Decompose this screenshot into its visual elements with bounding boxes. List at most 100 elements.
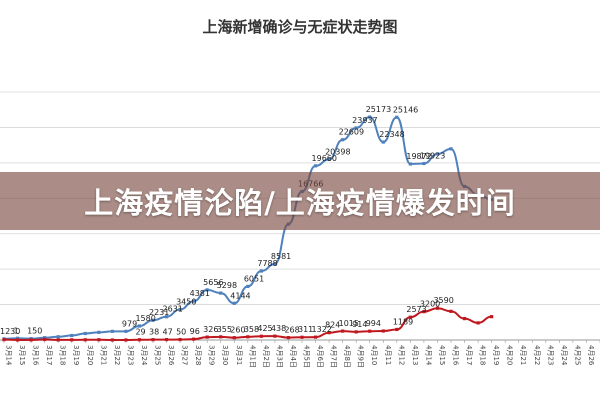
x-tick-label: 4月17 [465, 345, 473, 365]
data-label: 22609 [339, 128, 364, 137]
x-tick-label: 4月19 [492, 345, 500, 365]
x-tick-label: 4月7日 [330, 345, 338, 368]
data-label: 979 [122, 319, 137, 328]
x-tick-label: 3月30 [221, 345, 229, 365]
data-point [273, 262, 277, 266]
data-point [151, 338, 155, 342]
data-point [435, 152, 440, 156]
data-point [83, 338, 87, 342]
data-point [259, 334, 263, 338]
data-label: 1189 [393, 317, 413, 326]
data-point [259, 269, 263, 273]
x-tick-label: 3月21 [99, 345, 107, 365]
data-point [29, 338, 33, 342]
x-tick-label: 3月17 [45, 345, 53, 365]
title-banner: 上海疫情沦陷/上海疫情爆发时间 [0, 172, 600, 230]
x-tick-label: 4月18 [479, 345, 487, 365]
x-tick-label: 4月20 [506, 345, 514, 365]
data-point [137, 324, 142, 328]
x-tick-label: 3月16 [32, 345, 40, 366]
series-group [2, 115, 494, 342]
data-label: 96 [190, 327, 200, 336]
data-label: 1580 [135, 314, 155, 323]
data-point [164, 315, 169, 319]
x-axis-ticks: 3月14 3月15 3月16 3月17 3月18 3月19 3月20 3月21 3月22 3月23… [3, 340, 600, 368]
x-tick-label: 4月1日 [248, 345, 256, 368]
data-point [192, 299, 196, 303]
data-point [341, 138, 345, 142]
data-label: 311 [298, 325, 313, 334]
data-label: 47 [163, 328, 173, 337]
data-point [273, 334, 277, 338]
data-point [368, 329, 372, 333]
data-point [124, 338, 128, 342]
data-label: 914 [352, 320, 367, 329]
x-tick-label: 4月23 [546, 345, 554, 365]
data-point [110, 338, 114, 342]
x-tick-label: 3月22 [113, 345, 121, 365]
data-point [219, 291, 223, 295]
data-point [43, 336, 47, 340]
data-point [97, 338, 101, 342]
data-point [327, 157, 331, 161]
data-point [232, 336, 236, 340]
data-point [232, 301, 236, 305]
data-label: 5656 [203, 278, 223, 287]
data-label: 358 [244, 325, 259, 334]
data-point [435, 306, 440, 310]
data-label: 38 [149, 328, 159, 337]
data-point [408, 162, 412, 166]
data-point [246, 335, 250, 339]
banner-text: 上海疫情沦陷/上海疫情爆发时间 [84, 186, 516, 220]
data-label: 268 [284, 326, 299, 335]
data-point [192, 337, 196, 341]
x-tick-label: 4月9日 [357, 345, 365, 368]
data-point [151, 318, 155, 322]
x-tick-label: 3月27 [181, 345, 189, 365]
x-tick-label: 3月29 [208, 345, 216, 365]
data-point [15, 336, 20, 340]
x-tick-label: 4月4日 [289, 345, 297, 368]
data-label: 150 [27, 327, 42, 336]
data-point [219, 335, 223, 339]
data-label: 19923 [420, 152, 445, 161]
data-label: 19872 [406, 152, 431, 161]
data-label: 1322 [312, 325, 332, 334]
x-tick-label: 3月26 [167, 345, 175, 366]
x-tick-label: 4月8日 [343, 345, 351, 368]
data-point [313, 164, 318, 168]
x-tick-label: 4月5日 [303, 345, 311, 368]
data-label: 355 [217, 325, 232, 334]
data-point [110, 329, 114, 333]
data-point [286, 336, 291, 340]
x-tick-label: 3月15 [18, 345, 26, 365]
x-tick-label: 4月10 [370, 345, 378, 365]
data-point [422, 310, 426, 314]
data-label: 425 [257, 324, 272, 333]
data-point [490, 315, 494, 319]
data-point [205, 288, 209, 292]
x-tick-label: 4月15 [438, 345, 446, 365]
x-tick-label: 4月3日 [275, 345, 283, 368]
data-label: 4144 [230, 291, 250, 300]
x-tick-label: 4月21 [519, 345, 527, 365]
data-label: 20398 [325, 147, 350, 156]
data-label: 50 [176, 328, 186, 337]
data-point [422, 161, 426, 166]
x-tick-label: 4月26 [587, 345, 595, 366]
data-label: 7788 [257, 259, 277, 268]
data-point [15, 338, 20, 342]
x-tick-label: 4月16 [452, 345, 460, 366]
data-label: 3590 [433, 296, 453, 305]
x-tick-label: 4月13 [411, 345, 419, 365]
data-label: 2231 [149, 308, 169, 317]
data-point [395, 327, 399, 332]
data-point [178, 307, 182, 312]
data-label: 994 [366, 319, 381, 328]
data-point [43, 337, 47, 342]
data-point [246, 284, 250, 289]
data-point [368, 115, 372, 119]
data-point [56, 338, 60, 342]
data-label: 1 [14, 326, 19, 335]
data-label: 4381 [190, 289, 210, 298]
